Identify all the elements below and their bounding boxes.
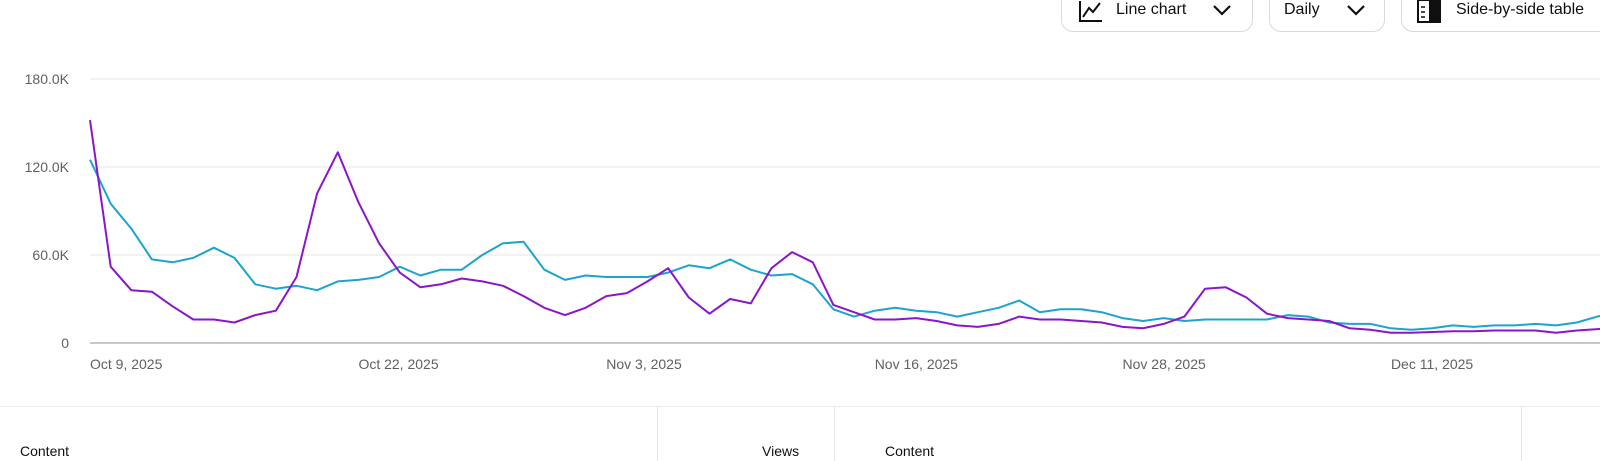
x-tick-label: Oct 22, 2025 — [358, 356, 438, 372]
chevron-down-icon — [1346, 3, 1366, 17]
column-header-content-right[interactable]: Content — [885, 443, 935, 459]
x-tick-label: Dec 11, 2025 — [1391, 356, 1473, 372]
x-tick-label: Nov 16, 2025 — [875, 356, 958, 372]
column-divider — [834, 407, 835, 461]
series-line-1[interactable] — [89, 159, 1600, 331]
line-chart: 0 60.0K 120.0K 180.0K Oct 9, 2025 Oct 22, 20… — [25, 71, 1600, 372]
x-tick-label: Nov 28, 2025 — [1123, 356, 1206, 372]
y-tick-label: 120.0K — [25, 159, 70, 175]
column-divider — [1521, 407, 1522, 461]
table-mode-label: Side-by-side table — [1456, 1, 1585, 18]
chart-controls: Line chart Daily Side-by-side table — [0, 0, 1600, 34]
column-divider — [657, 407, 658, 461]
y-tick-label: 60.0K — [32, 247, 69, 263]
chevron-down-icon — [1212, 3, 1232, 17]
chart-type-dropdown[interactable]: Line chart — [1061, 0, 1253, 32]
x-tick-label: Nov 3, 2025 — [606, 356, 682, 372]
table-header-row: Content Views Content — [0, 406, 1600, 461]
x-tick-label: Oct 9, 2025 — [90, 356, 163, 372]
y-tick-label: 0 — [61, 335, 69, 351]
interval-label: Daily — [1284, 1, 1320, 18]
y-tick-label: 180.0K — [25, 71, 70, 87]
line-chart-icon — [1078, 0, 1104, 23]
side-by-side-table-icon — [1416, 0, 1442, 24]
interval-dropdown[interactable]: Daily — [1269, 0, 1385, 32]
series-line-2[interactable] — [89, 119, 1600, 334]
column-header-content-left[interactable]: Content — [20, 443, 70, 459]
table-mode-button[interactable]: Side-by-side table — [1401, 0, 1600, 32]
column-header-views-left[interactable]: Views — [762, 443, 800, 459]
chart-type-label: Line chart — [1116, 1, 1187, 18]
